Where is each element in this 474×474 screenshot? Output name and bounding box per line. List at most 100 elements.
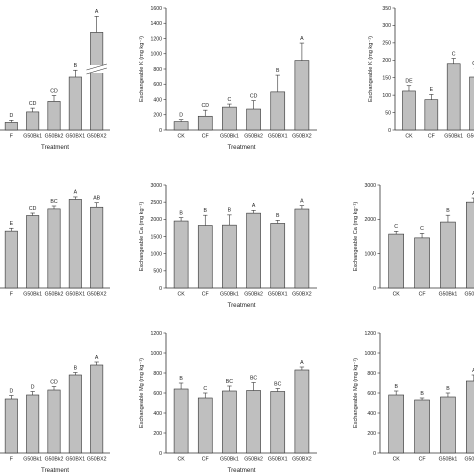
significance-letter: C: [452, 51, 456, 57]
x-tick-label: CK: [177, 457, 185, 463]
x-tick-label: G50BX1: [268, 292, 288, 298]
bar: [270, 391, 286, 454]
x-tick-label: G50BX2: [87, 292, 107, 298]
x-tick-label: G50Bk1: [23, 134, 42, 140]
significance-letter: DE: [405, 79, 413, 85]
bar: [294, 60, 310, 131]
bar: [90, 32, 104, 131]
y-tick-label: 1600: [150, 6, 162, 12]
bar: [47, 101, 61, 131]
y-axis-title: Exchangeable K (mg kg⁻¹): [139, 36, 145, 102]
significance-letter: B: [74, 365, 78, 371]
y-tick-label: 600: [153, 82, 162, 88]
y-tick-label: 1200: [150, 331, 162, 337]
y-tick-label: 200: [153, 113, 162, 119]
significance-letter: BC: [250, 375, 257, 381]
significance-letter: B: [276, 213, 280, 219]
significance-letter: CD: [472, 61, 474, 67]
y-tick-label: 1000: [150, 351, 162, 357]
axis-break-stroke: [86, 67, 107, 75]
x-axis-title: Treatment: [228, 467, 256, 474]
significance-letter: B: [446, 208, 450, 214]
chart-panel-r1c3: 0 50 100 150 200 250 300 350 DE CK E CF C G50Bk1 CD G50…: [368, 6, 474, 140]
significance-letter: CD: [202, 103, 210, 109]
y-tick-label: 3000: [364, 183, 376, 189]
bar: [388, 233, 404, 289]
bar: [68, 374, 82, 454]
significance-letter: CD: [50, 88, 58, 94]
significance-letter: CD: [29, 101, 37, 107]
x-tick-label: CF: [202, 134, 209, 140]
bar: [424, 99, 439, 131]
y-tick-label: 200: [367, 431, 376, 437]
y-tick-label: 1200: [150, 36, 162, 42]
bar: [197, 397, 213, 454]
x-tick-label: G50Bk1: [439, 457, 458, 463]
x-tick-label: G50BX1: [268, 134, 288, 140]
x-tick-label: G50BX2: [87, 457, 107, 463]
significance-letter: B: [276, 68, 280, 74]
y-tick-label: 1200: [364, 331, 376, 337]
x-tick-label: CF: [428, 134, 435, 140]
bar: [446, 63, 461, 131]
significance-letter: B: [179, 376, 183, 382]
y-tick-label: 1500: [150, 234, 162, 240]
significance-letter: B: [394, 384, 398, 390]
x-tick-label: CK: [405, 134, 413, 140]
chart-panel-r2c3: 0 1000 2000 3000 C CK C CF B G50Bk1 A G50Bk2 Exchang…: [353, 183, 474, 298]
chart-panel-r2c1: E F CD G50Bk1 BC G50Bk2 A G50BX1 AB G50BX2: [0, 190, 110, 298]
y-axis-title: Exchangeable Mg (mg kg⁻¹): [353, 358, 359, 428]
y-tick-label: 50: [385, 110, 391, 116]
bar: [4, 230, 18, 289]
y-tick-label: 2000: [150, 217, 162, 223]
significance-letter: B: [74, 63, 78, 69]
significance-letter: BC: [50, 199, 57, 205]
significance-letter: CD: [250, 93, 258, 99]
x-tick-label: F: [10, 457, 13, 463]
bar: [466, 201, 474, 289]
bar: [4, 122, 18, 131]
y-tick-label: 3000: [150, 183, 162, 189]
bar: [68, 199, 82, 289]
y-tick-label: 0: [159, 451, 162, 457]
y-tick-label: 400: [367, 411, 376, 417]
bar: [90, 364, 104, 454]
significance-letter: C: [394, 224, 398, 230]
y-tick-label: 800: [367, 371, 376, 377]
x-tick-label: G50Bk1: [220, 292, 239, 298]
y-tick-label: 600: [153, 391, 162, 397]
x-tick-label: G50Bk2: [244, 292, 263, 298]
bar: [294, 208, 310, 289]
y-tick-label: 800: [153, 67, 162, 73]
x-tick-label: G50BX2: [87, 134, 107, 140]
significance-letter: B: [179, 210, 183, 216]
bar: [402, 90, 416, 131]
bar: [388, 394, 404, 454]
x-tick-label: CF: [419, 292, 426, 298]
y-tick-label: 1000: [150, 52, 162, 58]
x-tick-label: G50Bk2: [467, 134, 474, 140]
bar: [26, 394, 40, 454]
x-tick-label: G50BX2: [292, 292, 312, 298]
x-tick-label: G50Bk2: [45, 457, 64, 463]
y-tick-label: 1000: [364, 351, 376, 357]
y-tick-label: 0: [159, 286, 162, 292]
x-tick-label: G50Bk1: [220, 134, 239, 140]
x-tick-label: CK: [393, 457, 401, 463]
significance-letter: C: [420, 226, 424, 232]
bar: [440, 221, 456, 289]
x-tick-label: F: [10, 292, 13, 298]
significance-letter: B: [420, 391, 424, 397]
x-tick-label: G50Bk2: [464, 457, 474, 463]
x-tick-label: CK: [177, 292, 185, 298]
y-tick-label: 100: [382, 93, 391, 99]
significance-letter: A: [95, 9, 99, 15]
y-tick-label: 350: [382, 6, 391, 12]
significance-letter: E: [430, 87, 434, 93]
y-axis-title: Exchangeable K (mg kg⁻¹): [368, 36, 374, 102]
bar: [246, 212, 261, 289]
x-tick-label: CK: [177, 134, 185, 140]
x-tick-label: G50BX1: [66, 292, 86, 298]
x-tick-label: G50BX1: [268, 457, 288, 463]
y-tick-label: 200: [382, 58, 391, 64]
